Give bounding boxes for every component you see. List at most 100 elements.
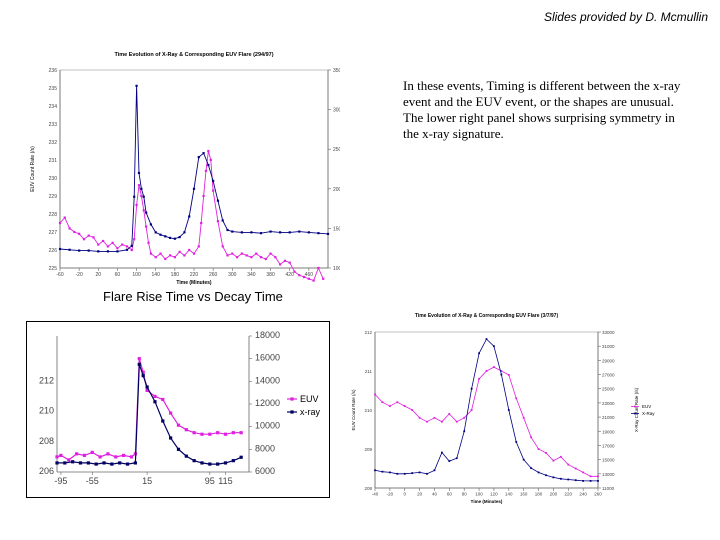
data-point <box>137 184 141 187</box>
x-tick-label: 260 <box>209 272 218 278</box>
data-point <box>221 245 224 248</box>
y2-tick-label: 15000 <box>602 458 615 463</box>
data-point <box>507 409 510 411</box>
x-tick-label: 120 <box>490 492 498 497</box>
x-tick-label: 220 <box>565 492 573 497</box>
data-point <box>153 394 157 399</box>
data-point <box>288 231 291 234</box>
data-point <box>463 430 466 433</box>
data-point <box>154 256 157 259</box>
data-point <box>589 480 592 482</box>
data-point <box>545 474 547 477</box>
x-axis-label: Time (Minutes) <box>471 499 503 504</box>
data-point <box>106 245 109 248</box>
data-point <box>111 241 114 244</box>
data-point <box>216 462 220 466</box>
data-point <box>485 370 488 372</box>
data-point <box>245 254 248 257</box>
y-tick-label: 229 <box>49 194 58 200</box>
data-point <box>223 461 228 465</box>
y-tick-label: 212 <box>364 330 372 335</box>
data-point <box>197 156 200 159</box>
x-tick-label: 220 <box>190 272 199 278</box>
data-point <box>269 230 272 233</box>
data-point <box>97 243 100 246</box>
y-tick-label: 232 <box>49 140 58 146</box>
data-point <box>169 436 173 440</box>
data-point <box>55 455 59 459</box>
data-point <box>74 452 79 456</box>
chart-bottom-right: Time Evolution of X-Ray & Corresponding … <box>351 313 655 504</box>
data-point <box>168 254 172 257</box>
data-point <box>197 245 200 248</box>
y-axis-label: EUV Count Rate (/s) <box>351 389 356 431</box>
data-point <box>537 448 540 450</box>
data-point <box>522 458 525 461</box>
y2-tick-label: 10000 <box>333 266 340 272</box>
data-point <box>478 352 480 355</box>
data-point <box>312 279 315 282</box>
y-tick-label: 230 <box>49 176 58 182</box>
data-point <box>178 236 181 239</box>
x-tick-label: -95 <box>54 476 67 486</box>
data-point <box>322 277 325 280</box>
data-point <box>145 388 149 392</box>
data-point <box>202 152 205 155</box>
data-point <box>92 236 95 239</box>
data-point <box>140 187 143 190</box>
chart-title: Time Evolution of X-Ray & Corresponding … <box>415 313 559 319</box>
data-point <box>293 270 296 273</box>
data-point <box>396 401 399 404</box>
data-point <box>298 274 301 277</box>
data-point <box>493 366 495 368</box>
data-point <box>116 247 119 250</box>
legend-marker <box>634 405 636 408</box>
data-point <box>279 231 282 234</box>
data-point <box>183 254 186 257</box>
y2-tick-label: 21000 <box>602 415 615 420</box>
plot-area <box>57 336 249 472</box>
data-point <box>597 480 599 482</box>
data-point <box>433 416 436 419</box>
data-point <box>250 256 253 259</box>
y2-tick-label: 19000 <box>602 429 615 434</box>
data-point <box>545 452 547 454</box>
y-axis-label: EUV Count Rate (/s) <box>30 146 36 192</box>
data-point <box>82 238 86 241</box>
data-point <box>145 385 149 389</box>
data-point <box>216 199 220 202</box>
legend-label: EUV <box>642 404 651 409</box>
data-point <box>58 221 62 225</box>
x-tick-label: 100 <box>132 272 141 278</box>
data-point <box>597 475 599 478</box>
data-point <box>426 472 428 475</box>
data-point <box>97 250 100 253</box>
data-point <box>87 249 90 252</box>
data-point <box>463 416 466 419</box>
data-point <box>522 416 525 419</box>
data-point <box>426 420 428 423</box>
data-point <box>192 431 196 435</box>
data-point <box>67 458 71 462</box>
data-point <box>381 470 384 473</box>
data-point <box>63 461 67 465</box>
data-point <box>264 257 267 261</box>
y2-tick-label: 27000 <box>602 373 615 378</box>
data-point <box>231 230 234 233</box>
y-tick-label: 208 <box>39 436 54 446</box>
data-point <box>154 231 157 234</box>
y2-tick-label: 33000 <box>602 330 615 335</box>
x-tick-label: 180 <box>535 492 543 497</box>
data-point <box>212 179 215 182</box>
y-tick-label: 231 <box>49 158 58 164</box>
data-point <box>582 471 585 474</box>
data-point <box>235 256 239 259</box>
data-point <box>226 228 229 232</box>
data-point <box>78 249 81 252</box>
legend: EUV x-ray <box>287 394 320 417</box>
data-point <box>137 357 141 361</box>
data-point <box>589 475 592 478</box>
data-point <box>455 420 458 423</box>
data-point <box>130 244 133 247</box>
data-point <box>515 441 518 443</box>
